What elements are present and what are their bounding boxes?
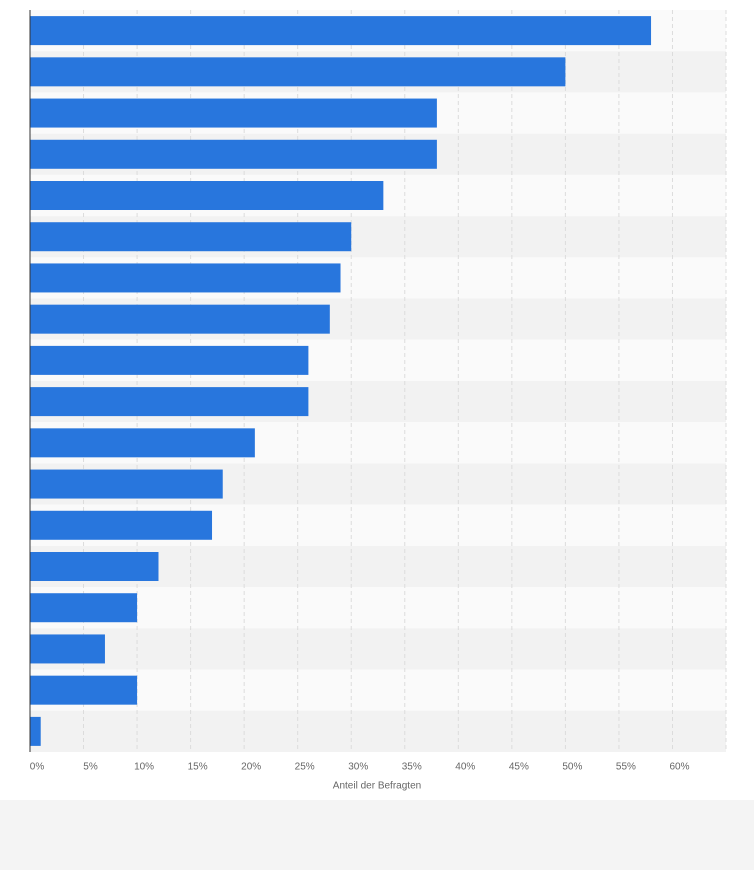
x-tick-label: 55% [616,762,636,773]
x-tick-label: 30% [348,762,368,773]
bar [30,387,309,417]
x-tick-label: 50% [562,762,582,773]
bar [30,181,384,210]
bar [30,716,41,746]
x-tick-label: 25% [295,762,315,773]
x-tick-label: 5% [83,762,98,773]
x-tick-label: 60% [669,762,689,773]
x-axis-label: Anteil der Befragten [333,781,421,792]
bar [30,98,437,128]
bar [30,57,566,87]
x-tick-label: 15% [188,762,208,773]
bar [30,469,223,499]
bar [30,345,309,375]
bar [30,263,341,293]
x-tick-label: 0% [30,762,45,773]
row-band [30,710,726,752]
bar [30,16,652,46]
x-tick-label: 10% [134,762,154,773]
bar [30,428,255,458]
row-band [30,628,726,670]
x-tick-label: 45% [509,762,529,773]
bar [30,139,437,169]
bar [30,675,138,705]
x-tick-label: 20% [241,762,261,773]
bar [30,593,138,623]
x-tick-label: 40% [455,762,475,773]
x-tick-label: 35% [402,762,422,773]
bar [30,634,105,664]
bar [30,552,159,581]
row-band [30,669,726,711]
bar [30,304,330,334]
bar [30,510,213,540]
bar [30,222,352,252]
row-band [30,587,726,629]
